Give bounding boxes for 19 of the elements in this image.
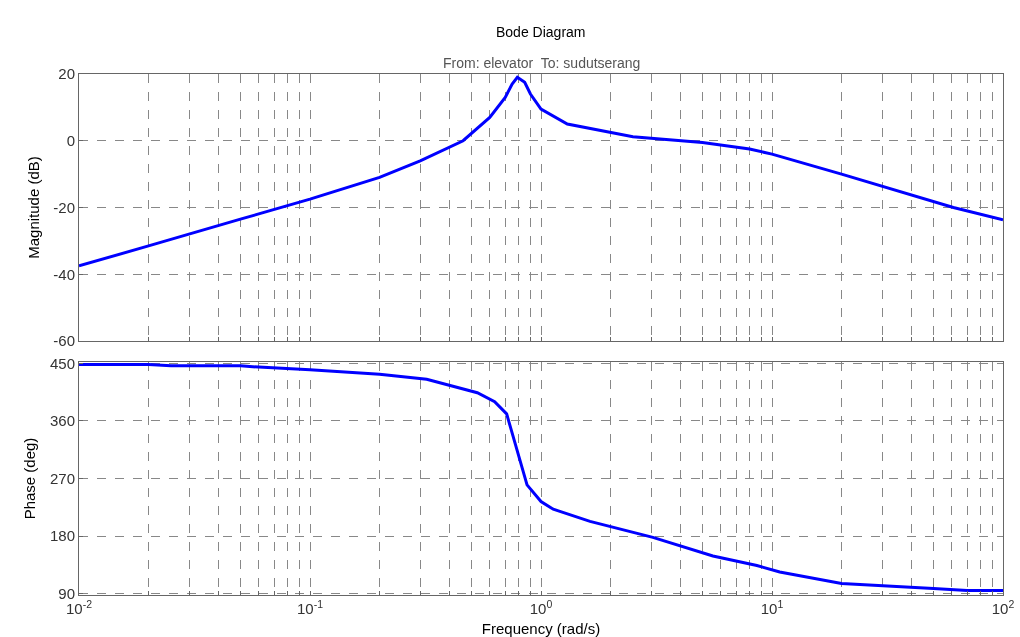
- y-tick-label: 20: [58, 65, 75, 83]
- y-tick-label: 90: [58, 584, 75, 602]
- x-tick-label: 10$^{1}$: [760, 597, 784, 617]
- x-tick-label: 10$^{2}$: [991, 597, 1015, 617]
- y-axis-title: Magnitude (dB): [24, 156, 42, 259]
- x-tick-label: 10$^{0}$: [529, 597, 553, 617]
- x-axis-title: Frequency (rad/s): [481, 620, 601, 637]
- chart-title: Bode Diagram: [496, 24, 586, 40]
- y-tick-label: -40: [53, 265, 75, 283]
- y-tick-label: 270: [49, 469, 75, 487]
- y-tick-label: 450: [49, 354, 75, 372]
- y-tick-label: 360: [49, 412, 75, 430]
- y-tick-label: 180: [49, 527, 75, 545]
- chart-subtitle: From: elevator To: sudutserang: [443, 55, 641, 71]
- y-axis-title: Phase (deg): [21, 437, 39, 520]
- y-tick-label: -60: [53, 332, 75, 350]
- y-tick-label: -20: [53, 198, 75, 216]
- y-tick-label: 0: [66, 132, 75, 149]
- x-tick-label: 10$^{-1}$: [296, 597, 324, 617]
